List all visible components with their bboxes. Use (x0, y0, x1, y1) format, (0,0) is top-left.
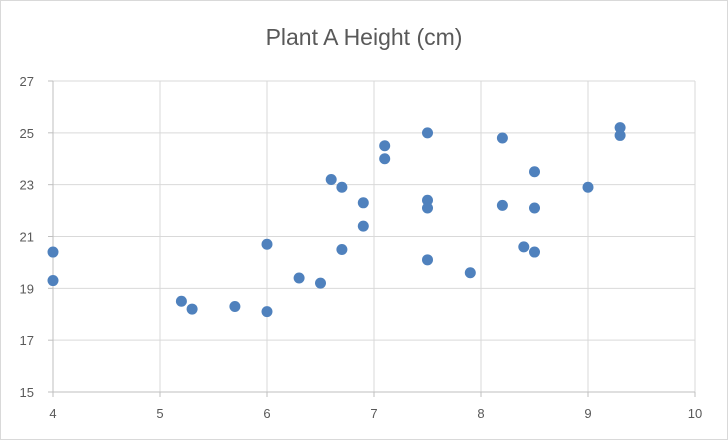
data-point (496, 132, 508, 144)
data-point (261, 238, 273, 250)
data-point (325, 173, 337, 185)
y-tick-label-19: 19 (20, 281, 34, 296)
data-point (357, 220, 369, 232)
data-point (529, 166, 540, 178)
data-point (336, 181, 348, 193)
grid-lines (53, 80, 696, 392)
data-point (518, 241, 530, 253)
x-tick-label-10: 10 (688, 406, 702, 421)
y-tick-label-21: 21 (20, 230, 34, 245)
y-tick-label-27: 27 (20, 74, 34, 89)
data-point (422, 254, 433, 266)
data-point (464, 267, 476, 279)
x-tick-label-7: 7 (370, 406, 377, 421)
x-tick-label-8: 8 (477, 406, 484, 421)
data-point (336, 243, 348, 255)
data-point (422, 194, 433, 206)
data-point (186, 303, 198, 315)
y-tick-label-17: 17 (20, 333, 34, 348)
data-point (496, 199, 508, 211)
chart-title: Plant A Height (cm) (265, 24, 463, 50)
data-point (379, 140, 391, 152)
x-tick-label-6: 6 (263, 406, 270, 421)
data-point (261, 306, 273, 318)
data-point (293, 272, 305, 284)
data-point (529, 202, 540, 214)
data-point (422, 202, 433, 214)
data-point (229, 300, 241, 312)
axes (48, 80, 696, 397)
x-tick-label-4: 4 (49, 406, 56, 421)
data-point (582, 181, 594, 193)
tick-labels: 4 5 6 7 8 9 10 15 17 19 21 23 25 27 (20, 74, 703, 421)
data-point (614, 129, 626, 141)
x-tick-label-5: 5 (156, 406, 163, 421)
data-point (529, 246, 540, 258)
y-tick-label-15: 15 (20, 385, 34, 400)
y-tick-label-23: 23 (20, 178, 34, 193)
data-point (614, 122, 626, 134)
data-point (175, 295, 187, 307)
x-tick-label-9: 9 (584, 406, 591, 421)
data-points (47, 122, 626, 318)
data-point (315, 277, 326, 289)
data-point (47, 275, 59, 287)
data-point (357, 197, 369, 209)
data-point (422, 127, 433, 139)
data-point (379, 153, 391, 165)
y-tick-label-25: 25 (20, 126, 34, 141)
data-point (47, 246, 59, 258)
